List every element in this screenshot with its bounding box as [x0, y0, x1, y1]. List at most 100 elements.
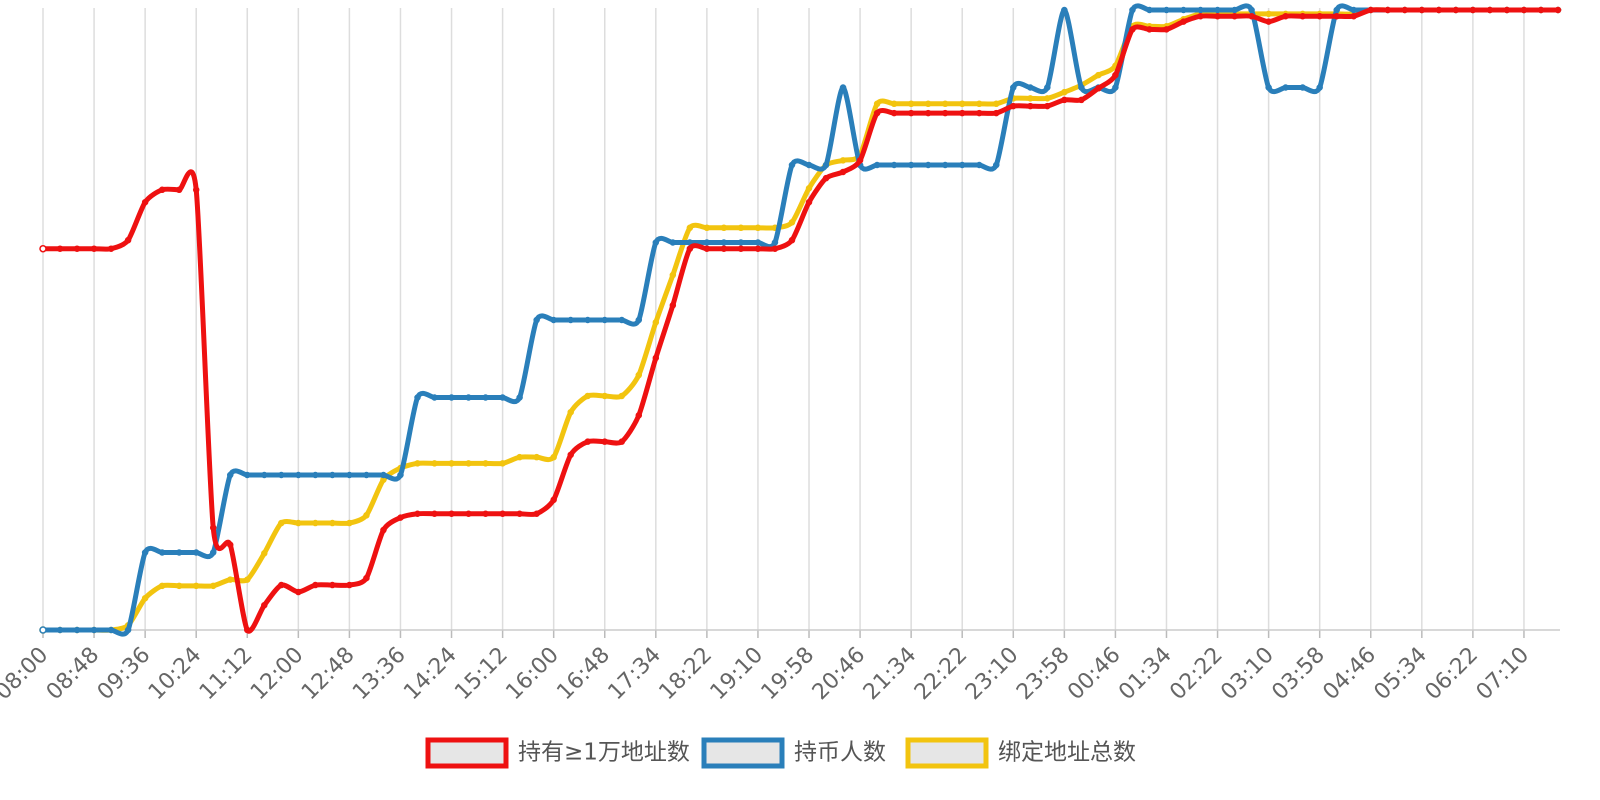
data-point [1418, 6, 1426, 14]
data-point [39, 626, 47, 634]
data-point [278, 581, 285, 589]
data-point [618, 438, 626, 445]
legend-item[interactable]: 绑定地址总数 [905, 737, 1136, 769]
data-point [584, 392, 591, 400]
data-point [329, 581, 336, 589]
data-point [1452, 6, 1460, 14]
data-point [1520, 6, 1528, 14]
data-point [465, 460, 472, 467]
data-point [550, 496, 557, 504]
data-point [329, 471, 336, 479]
data-point [363, 574, 370, 582]
data-point [669, 239, 677, 246]
data-point [73, 626, 81, 634]
x-tick-label: 18:22 [655, 643, 718, 706]
legend-swatch [425, 737, 509, 769]
data-point [669, 271, 677, 279]
data-point [414, 394, 421, 401]
data-point [805, 161, 813, 169]
data-point [1112, 71, 1119, 79]
data-point [601, 392, 608, 400]
data-point [1044, 84, 1051, 91]
data-point [1027, 95, 1034, 102]
data-point [873, 100, 881, 108]
data-point [192, 186, 200, 194]
data-point [226, 576, 234, 583]
data-point [1146, 26, 1153, 33]
data-point [924, 100, 932, 108]
data-point [226, 541, 234, 548]
data-point [124, 236, 132, 244]
data-point [924, 161, 932, 169]
data-point [1265, 10, 1272, 18]
data-point [448, 394, 455, 401]
data-point [124, 626, 132, 634]
data-point [465, 510, 472, 517]
data-point [1248, 6, 1255, 14]
data-point [1486, 6, 1494, 14]
data-point [1265, 84, 1272, 91]
data-point [993, 161, 1000, 169]
data-point [975, 109, 983, 117]
data-point [39, 244, 47, 253]
data-point [890, 109, 898, 117]
data-point [788, 219, 796, 226]
data-point [465, 394, 472, 401]
data-point [141, 198, 149, 206]
data-point [1095, 71, 1102, 79]
data-point [754, 239, 762, 246]
data-point [1010, 102, 1017, 110]
data-point [295, 519, 302, 527]
data-point [975, 161, 983, 169]
data-point [278, 471, 285, 479]
data-point [414, 510, 421, 517]
data-point [1554, 6, 1562, 14]
data-point [890, 100, 898, 108]
data-point [890, 161, 898, 169]
data-point [805, 198, 813, 206]
data-point [1384, 6, 1392, 14]
data-point [1503, 6, 1511, 14]
data-point [635, 316, 643, 324]
legend-item[interactable]: 持币人数 [701, 737, 886, 769]
data-point [703, 239, 711, 246]
data-point [533, 510, 540, 517]
data-point [993, 100, 1000, 108]
data-point [1129, 26, 1136, 33]
data-point [1282, 84, 1289, 91]
data-point [431, 460, 438, 467]
data-point [516, 394, 523, 401]
data-point [56, 626, 64, 634]
data-point [720, 224, 728, 232]
data-point [567, 316, 574, 324]
data-point [73, 245, 81, 252]
data-point [1248, 12, 1255, 20]
legend-label: 绑定地址总数 [998, 740, 1136, 766]
data-point [533, 316, 540, 324]
data-point [1129, 6, 1136, 14]
data-point [652, 239, 660, 246]
data-point [516, 453, 523, 461]
x-tick-label: 20:46 [808, 643, 871, 706]
data-point [244, 471, 251, 479]
data-point [1146, 6, 1153, 14]
data-point [533, 453, 540, 461]
data-point [839, 84, 847, 91]
data-point [380, 526, 387, 534]
data-point [1401, 6, 1409, 14]
legend-item[interactable]: 持有≥1万地址数 [425, 737, 690, 769]
data-point [448, 460, 455, 467]
data-point [1027, 84, 1034, 91]
x-tick-label: 23:58 [1012, 643, 1075, 706]
data-point [516, 510, 523, 517]
legend-label: 持有≥1万地址数 [518, 740, 690, 766]
data-point [618, 392, 626, 400]
data-point [346, 519, 353, 527]
x-tick-label: 08:00 [0, 643, 53, 706]
data-point [448, 510, 455, 517]
data-point [1214, 6, 1221, 14]
x-tick-label: 05:34 [1370, 643, 1433, 706]
data-point [1180, 18, 1187, 25]
data-point [1350, 12, 1357, 20]
